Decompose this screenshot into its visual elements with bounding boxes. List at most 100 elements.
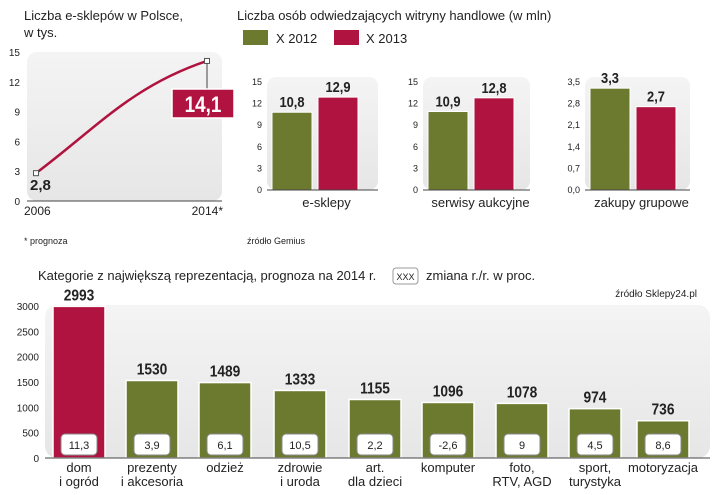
category-name: i akcesoria: [121, 474, 184, 489]
category-name: zdrowie: [278, 460, 323, 475]
category-change-value: -2,6: [439, 440, 458, 452]
categories-y-tick: 0: [33, 454, 39, 465]
bar-value-label: 2,7: [647, 88, 665, 105]
bar-2013: [317, 96, 359, 191]
category-value-label: 1530: [137, 361, 168, 379]
line-chart-point-start: [33, 170, 39, 177]
bar-value-label: 3,3: [601, 69, 619, 86]
line-chart-footnote: * prognoza: [24, 236, 68, 246]
category-change-box: [356, 433, 394, 456]
category-name: art.: [366, 460, 385, 475]
categories-y-tick: 2000: [17, 353, 40, 364]
line-chart-value-end-box: [171, 88, 235, 119]
category-change-box: [281, 433, 319, 456]
bar-panel-y-tick: 3: [257, 163, 262, 173]
legend-change-text: zmiana r./r. w proc.: [426, 268, 535, 283]
category-change-box: [576, 433, 614, 456]
bar-panel-y-tick: 6: [413, 142, 418, 152]
line-chart-point-end: [204, 57, 210, 64]
bar-panel-y-tick: 12: [408, 99, 418, 109]
ecommerce-count-chart: Liczba e-sklepów w Polsce, w tys. 0 3 6 9 12 15…: [9, 8, 235, 246]
category-change-box: [133, 433, 171, 456]
bar-panel-y-tick: 6: [257, 142, 262, 152]
bar-panel-category: serwisy aukcyjne: [431, 195, 529, 210]
visitors-chart: Liczba osób odwiedzających witryny handl…: [237, 8, 690, 246]
bar-2012: [589, 87, 631, 191]
visitors-source: źródło Gemius: [247, 236, 306, 246]
category-value-label: 1333: [285, 371, 316, 389]
category-change-value: 2,2: [367, 440, 382, 452]
category-change-value: 4,5: [587, 440, 602, 452]
bar-value-label: 12,9: [325, 78, 350, 95]
bar-2013: [473, 97, 515, 191]
category-value-label: 1096: [433, 383, 464, 401]
category-bar: [52, 305, 106, 459]
bar-value-label: 10,8: [279, 93, 304, 110]
categories-y-tick: 1000: [17, 403, 40, 414]
bar-panel-category: e-sklepy: [302, 195, 351, 210]
category-name: i ogród: [59, 474, 99, 489]
line-chart-y-tick: 12: [9, 78, 21, 89]
line-chart-x-label-end: 2014*: [192, 204, 224, 218]
category-value-label: 974: [584, 389, 608, 407]
category-name: RTV, AGD: [492, 474, 551, 489]
bar-panel-y-tick: 15: [252, 77, 262, 87]
category-name: motoryzacja: [628, 460, 699, 475]
category-change-value: 9: [519, 440, 525, 452]
category-change-box: [429, 433, 467, 456]
line-chart-value-start: 2,8: [30, 177, 51, 194]
bar-panel-category: zakupy grupowe: [594, 195, 689, 210]
legend-swatch-2012: [243, 30, 268, 45]
category-value-label: 2993: [64, 286, 95, 304]
category-name: prezenty: [127, 460, 177, 475]
category-name: dla dzieci: [348, 474, 402, 489]
line-chart-y-tick: 3: [14, 167, 20, 178]
category-change-box: [60, 433, 98, 456]
categories-chart: Kategorie z największą reprezentacją, pr…: [17, 267, 710, 489]
bar-value-label: 10,9: [435, 93, 460, 110]
bar-panel-y-tick: 2,8: [567, 99, 580, 109]
category-name: foto,: [509, 460, 534, 475]
legend-change-box-text: XXX: [396, 272, 414, 282]
categories-y-tick: 2500: [17, 327, 40, 338]
bar-2012: [271, 111, 313, 191]
category-name: komputer: [421, 460, 476, 475]
bar-panel-y-tick: 1,4: [567, 142, 580, 152]
category-change-value: 10,5: [289, 440, 310, 452]
category-value-label: 1078: [507, 383, 538, 401]
line-chart-y-tick: 0: [14, 197, 20, 208]
category-change-value: 3,9: [144, 440, 159, 452]
category-name: i uroda: [280, 474, 321, 489]
bar-panel-y-tick: 12: [252, 99, 262, 109]
category-change-box: [503, 433, 541, 456]
bar-panel-y-tick: 0,0: [567, 185, 580, 195]
category-change-value: 6,1: [217, 440, 232, 452]
categories-y-tick: 1500: [17, 378, 40, 389]
category-value-label: 1489: [210, 363, 241, 381]
bar-2012: [427, 111, 469, 191]
legend-swatch-2013: [334, 30, 359, 45]
line-chart-panel: [27, 52, 222, 201]
legend-label-2012: X 2012: [276, 31, 317, 46]
categories-title: Kategorie z największą reprezentacją, pr…: [38, 268, 376, 283]
bar-2013: [635, 106, 677, 191]
line-chart-series: [35, 59, 208, 175]
category-name: odzież: [206, 460, 244, 475]
categories-y-tick: 500: [22, 429, 39, 440]
line-chart-y-tick: 9: [14, 108, 20, 119]
category-change-box: [206, 433, 244, 456]
bar-panel-y-tick: 0: [257, 185, 262, 195]
line-chart-subtitle: w tys.: [23, 25, 57, 40]
bar-panel-y-tick: 9: [257, 120, 262, 130]
line-chart-x-label-start: 2006: [24, 204, 51, 218]
line-chart-y-tick: 6: [14, 137, 20, 148]
category-name: turystyka: [569, 474, 622, 489]
bar-panel-y-tick: 15: [408, 77, 418, 87]
line-chart-y-tick: 15: [9, 48, 21, 59]
bar-panel-y-tick: 0,7: [567, 163, 580, 173]
category-change-value: 11,3: [69, 440, 90, 452]
legend-label-2013: X 2013: [366, 31, 407, 46]
category-change-box: [644, 433, 682, 456]
bar-panel-y-tick: 3: [413, 163, 418, 173]
